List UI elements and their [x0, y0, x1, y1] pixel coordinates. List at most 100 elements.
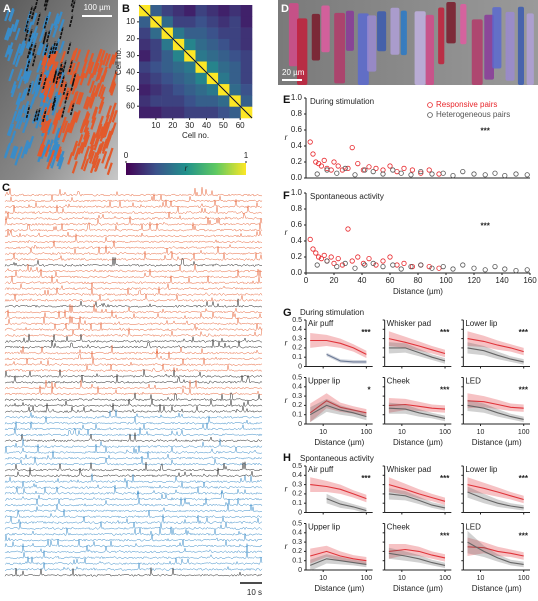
- heatmap-cell: [218, 16, 230, 28]
- trace: [4, 345, 263, 355]
- point: [429, 171, 435, 177]
- heatmap-cell: [206, 5, 219, 17]
- cell-black: [62, 60, 67, 73]
- cell-orange: [39, 144, 46, 158]
- cell-black: [26, 83, 32, 96]
- cell-orange: [109, 81, 116, 94]
- heatmap-cell: [206, 27, 219, 40]
- point: [471, 171, 477, 177]
- annotation: ***: [361, 474, 371, 483]
- trace: [4, 221, 263, 232]
- y-tick-label: 0.5: [292, 317, 302, 324]
- cell-blue: [8, 9, 15, 22]
- y-tick-label: 0.4: [292, 326, 302, 333]
- trace-group: [4, 461, 263, 478]
- trace-group: [4, 303, 263, 337]
- trace: [4, 503, 263, 513]
- cell-mask: [288, 3, 299, 67]
- point: [307, 236, 313, 242]
- heatmap-cell: [172, 61, 185, 74]
- point: [328, 254, 334, 260]
- y-tick-label: 0.4: [292, 384, 302, 391]
- cell-orange: [79, 119, 86, 132]
- cell-orange: [111, 51, 118, 65]
- line: [467, 484, 524, 501]
- cell-black: [36, 12, 41, 26]
- cell-orange: [64, 122, 71, 136]
- x-tick-label: 140: [495, 276, 509, 285]
- point: [394, 262, 400, 268]
- cell-mask: [345, 10, 354, 51]
- heatmap-cell: [184, 72, 196, 85]
- trace: [4, 538, 263, 548]
- cell-orange: [102, 52, 109, 66]
- cell-black: [24, 19, 30, 32]
- x-tick-label: 50: [219, 121, 228, 130]
- x-tick-label: 80: [414, 276, 423, 285]
- cell-black: [51, 41, 57, 54]
- point: [460, 169, 466, 175]
- heatmap-cell: [139, 72, 151, 85]
- cell-orange: [45, 73, 53, 86]
- heatmap-cell: [229, 27, 241, 40]
- line: [310, 550, 367, 562]
- heatmap-cell: [206, 61, 219, 74]
- cell-orange: [45, 118, 52, 132]
- x-tick-label: 10: [398, 429, 406, 436]
- trace: [4, 286, 263, 297]
- point: [398, 170, 404, 176]
- cell-mask: [471, 19, 483, 85]
- cell-orange: [50, 61, 57, 74]
- trace: [4, 444, 263, 454]
- heatmap-cell: [218, 61, 230, 74]
- cell-orange: [63, 87, 70, 100]
- trace: [4, 268, 263, 279]
- point: [307, 139, 313, 145]
- heatmap-cell: [229, 50, 241, 62]
- cell-orange: [50, 52, 57, 65]
- cell-orange: [83, 130, 90, 144]
- heatmap-cell: [184, 38, 196, 51]
- heatmap-cell: [150, 61, 162, 74]
- trace-group: [4, 263, 263, 302]
- cell-orange: [83, 96, 90, 109]
- error-band: [310, 398, 367, 423]
- y-tick-label: 50: [126, 84, 135, 93]
- trace: [4, 233, 262, 244]
- cell-orange: [99, 86, 106, 100]
- line: [467, 541, 524, 565]
- cell-orange: [101, 66, 108, 80]
- point: [390, 167, 396, 173]
- cell-orange: [104, 53, 111, 67]
- point: [450, 266, 456, 272]
- y-tick-label: 60: [126, 101, 135, 110]
- cell-orange: [111, 71, 118, 84]
- cell-orange: [83, 134, 90, 148]
- heatmap-cell: [150, 84, 162, 96]
- cell-orange: [101, 150, 108, 164]
- trace: [4, 369, 263, 378]
- cell-orange: [85, 96, 92, 110]
- y-tick-label: 0.5: [292, 520, 302, 527]
- heatmap-cell: [139, 84, 151, 96]
- point: [380, 171, 386, 177]
- line: [309, 404, 367, 418]
- trace: [4, 398, 263, 408]
- panel-title: Upper lip: [308, 523, 341, 532]
- cell-black: [34, 0, 39, 10]
- trace-group: [4, 187, 263, 262]
- cell-orange: [101, 141, 108, 154]
- cell-orange: [75, 49, 82, 62]
- panel-title: Whisker pad: [387, 319, 431, 328]
- x-tick-label: 20: [330, 276, 339, 285]
- point: [471, 265, 477, 271]
- point: [318, 163, 324, 169]
- cell-orange: [97, 67, 104, 81]
- cell-orange: [83, 127, 90, 140]
- cell-orange: [99, 50, 106, 63]
- cell-black: [64, 91, 69, 104]
- cell-black: [46, 29, 51, 43]
- cell-blue: [58, 18, 65, 32]
- heatmap-cell: [161, 16, 174, 28]
- heatmap-cell: [218, 50, 230, 62]
